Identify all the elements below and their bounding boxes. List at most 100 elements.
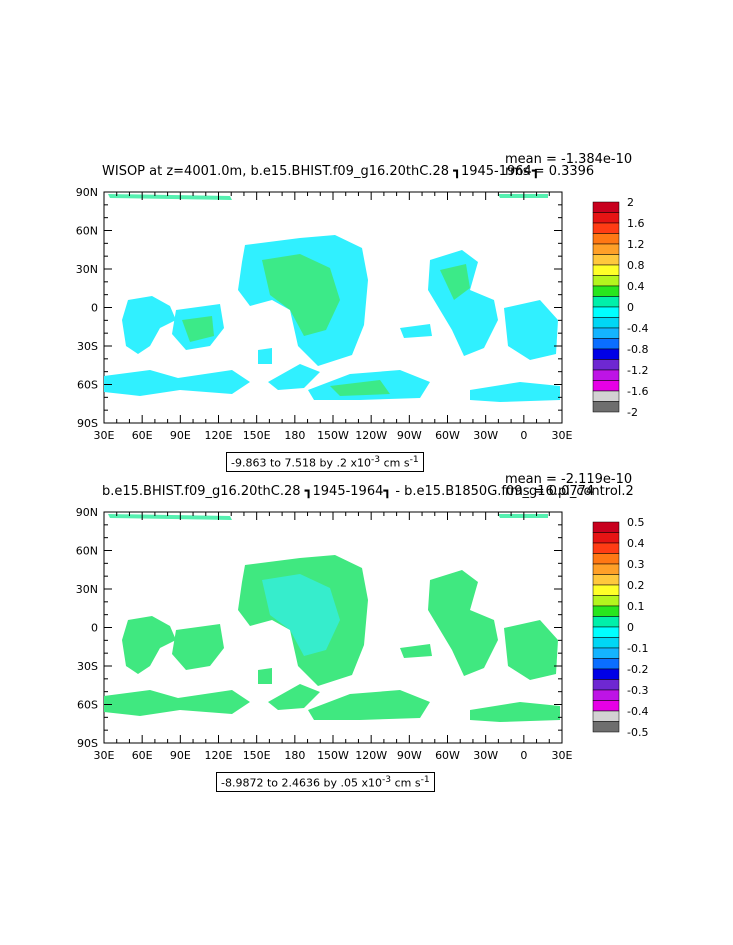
top-xtick-label: 120E — [205, 429, 233, 442]
top-colorbar-swatch — [592, 390, 620, 402]
top-ytick-label: 30S — [77, 340, 98, 353]
top-mean-stat: mean = -1.384e-10 — [505, 152, 633, 167]
bottom-ytick-label: 30N — [76, 583, 98, 596]
top-arctic-strip — [108, 194, 232, 200]
bottom-colorbar-swatch — [592, 521, 620, 533]
bottom-colorbar-label: -0.4 — [627, 705, 648, 718]
bottom-xtick-label: 90E — [170, 749, 191, 762]
bottom-colorbar-swatch — [592, 689, 620, 701]
bottom-colorbar-swatch — [592, 616, 620, 628]
top-colorbar: 2 1.6 1.2 0.8 0.4 0 -0.4 -0.8 -1.2 -1.6 -2 — [592, 196, 648, 419]
top-colorbar-label: 2 — [627, 196, 634, 209]
bottom-panel: b.e15.BHIST.f09_g16.20thC.28 ┓1945-1964┓… — [0, 470, 733, 792]
bottom-range-unit: cm s — [391, 776, 421, 790]
bottom-xtick-label: 150E — [243, 749, 271, 762]
bottom-rms-stat: rms = 0.0774 — [505, 484, 595, 499]
bottom-colorbar-swatch — [592, 626, 620, 638]
top-panel: WISOP at z=4001.0m, b.e15.BHIST.f09_g16.… — [0, 150, 733, 472]
top-plot-title: WISOP at z=4001.0m, b.e15.BHIST.f09_g16.… — [102, 164, 540, 179]
top-range-unit: cm s — [380, 456, 410, 470]
bottom-southern-band-west — [104, 690, 250, 716]
bottom-xtick-label: 90W — [397, 749, 422, 762]
top-range-box: -9.863 to 7.518 by .2 x10-3 cm s-1 — [226, 452, 424, 472]
bottom-colorbar-label: -0.2 — [627, 663, 648, 676]
top-colorbar-swatch — [592, 306, 620, 318]
bottom-colorbar-swatch — [592, 721, 620, 733]
top-colorbar-swatch — [592, 254, 620, 266]
top-xtick-label: 60E — [132, 429, 153, 442]
top-colorbar-label: -0.4 — [627, 322, 648, 335]
bottom-small-patch — [400, 644, 432, 658]
bottom-colorbar-swatch — [592, 595, 620, 607]
top-range-text: -9.863 to 7.518 by .2 x10 — [231, 456, 371, 470]
bottom-southern-band-east — [308, 690, 430, 720]
top-colorbar-swatch — [592, 222, 620, 234]
top-xtick-label: 0 — [520, 429, 527, 442]
bottom-colorbar-label: 0.1 — [627, 600, 645, 613]
top-ytick-label: 90N — [76, 186, 98, 199]
top-colorbar-swatch — [592, 296, 620, 308]
bottom-xtick-label: 120E — [205, 749, 233, 762]
top-colorbar-swatch — [592, 359, 620, 371]
top-xtick-label: 30E — [94, 429, 115, 442]
bottom-pacific-cyan — [262, 574, 340, 656]
top-colorbar-swatch — [592, 401, 620, 413]
bottom-colorbar-swatch — [592, 679, 620, 691]
top-colorbar-label: 0.8 — [627, 259, 645, 272]
bottom-xtick-label: 30E — [552, 749, 573, 762]
top-xtick-label: 60W — [435, 429, 460, 442]
bottom-colorbar-label: -0.1 — [627, 642, 648, 655]
bottom-colorbar-swatch — [592, 574, 620, 586]
bottom-atlantic-field — [428, 570, 498, 676]
top-colorbar-swatch — [592, 285, 620, 297]
bottom-xtick-label: 30E — [94, 749, 115, 762]
bottom-colorbar-swatch — [592, 700, 620, 712]
top-small-patch-2 — [258, 348, 272, 364]
bottom-southern-band-atl — [470, 702, 560, 722]
bottom-xtick-label: 60W — [435, 749, 460, 762]
bottom-ytick-label: 0 — [91, 622, 98, 635]
top-colorbar-swatch — [592, 212, 620, 224]
top-arctic-strip-east — [498, 194, 548, 198]
top-indian-west — [122, 296, 176, 354]
bottom-colorbar-label: 0.5 — [627, 516, 645, 529]
top-xtick-label: 120W — [355, 429, 387, 442]
top-small-patch — [400, 324, 432, 338]
bottom-colorbar-swatch — [592, 710, 620, 722]
top-range-unit-exp: -1 — [409, 454, 419, 465]
bottom-atlantic-east — [504, 620, 558, 680]
top-xtick-label: 90E — [170, 429, 191, 442]
bottom-xtick-label: 150W — [317, 749, 349, 762]
top-xtick-label: 90W — [397, 429, 422, 442]
top-colorbar-swatch — [592, 233, 620, 245]
top-atlantic-east — [504, 300, 558, 360]
bottom-indian-west — [122, 616, 176, 674]
top-rms-stat: rms = 0.3396 — [505, 164, 595, 179]
top-colorbar-label: 1.6 — [627, 217, 645, 230]
bottom-arctic-strip — [108, 514, 232, 520]
bottom-ytick-label: 60N — [76, 545, 98, 558]
top-atlantic-green — [440, 264, 470, 300]
bottom-axis-ticks: 30E 60E 90E 120E 150E 180 150W 120W 90W 60W 30W 0 30… — [76, 506, 573, 762]
bottom-range-exp: -3 — [381, 774, 392, 785]
bottom-colorbar-swatch — [592, 584, 620, 596]
bottom-southern-band-mid — [268, 684, 320, 710]
top-indian-green — [182, 316, 214, 342]
top-colorbar-label: 0.4 — [627, 280, 645, 293]
top-colorbar-swatch — [592, 275, 620, 287]
top-xtick-label: 30E — [552, 429, 573, 442]
bottom-ytick-label: 60S — [77, 699, 98, 712]
bottom-range-text: -8.9872 to 2.4636 by .05 x10 — [221, 776, 382, 790]
top-colorbar-label: -1.6 — [627, 385, 648, 398]
bottom-colorbar-label: 0.3 — [627, 558, 645, 571]
bottom-ytick-label: 30S — [77, 660, 98, 673]
top-colorbar-label: 1.2 — [627, 238, 645, 251]
bottom-colorbar-swatch — [592, 605, 620, 617]
top-ytick-label: 90S — [77, 417, 98, 430]
top-xtick-label: 30W — [473, 429, 498, 442]
top-range-exp: -3 — [370, 454, 381, 465]
top-colorbar-swatch — [592, 243, 620, 255]
bottom-colorbar-swatch — [592, 668, 620, 680]
bottom-colorbar-label: 0 — [627, 621, 634, 634]
top-field-areas — [104, 194, 560, 402]
